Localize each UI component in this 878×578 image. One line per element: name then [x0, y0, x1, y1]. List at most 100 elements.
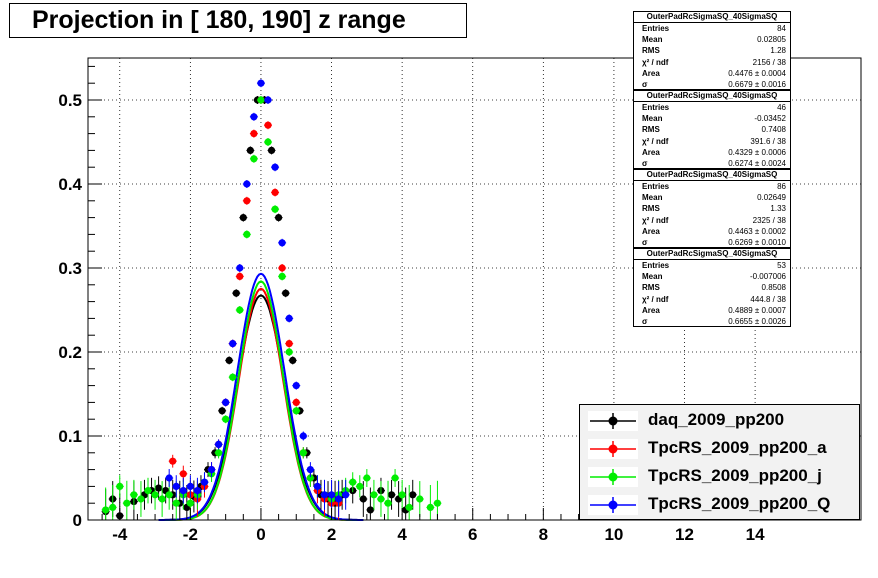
- data-point: [370, 491, 378, 499]
- data-point: [172, 482, 180, 490]
- stats-row-sigma: σ 0.6655 ± 0.0026: [634, 316, 790, 327]
- data-point: [236, 306, 244, 314]
- data-point: [116, 482, 124, 490]
- x-tick-label: 6: [468, 525, 477, 544]
- legend-marker: [588, 467, 638, 487]
- stats-value: 0.4329 ± 0.0006: [728, 147, 786, 157]
- stats-box-title: OuterPadRcSigmaSQ_40SigmaSQ: [634, 12, 790, 23]
- stats-row-chi2: χ² / ndf 391.6 / 38: [634, 136, 790, 147]
- stats-row-entries: Entries 84: [634, 23, 790, 34]
- stats-key: Area: [642, 305, 660, 315]
- data-point: [264, 121, 272, 129]
- data-point: [179, 487, 187, 495]
- stats-row-rms: RMS 0.8508: [634, 282, 790, 293]
- data-point: [306, 466, 314, 474]
- data-point: [387, 491, 396, 499]
- stats-value: 0.6679 ± 0.0016: [728, 79, 786, 89]
- data-point: [179, 470, 187, 478]
- stats-value: 2325 / 38: [752, 215, 786, 225]
- stats-value: 0.7408: [761, 125, 786, 135]
- data-point: [250, 113, 258, 121]
- data-point: [292, 407, 300, 415]
- data-point: [158, 495, 166, 503]
- legend-item: TpcRS_2009_pp200_a: [580, 435, 859, 463]
- data-point: [186, 499, 194, 507]
- data-point: [384, 499, 392, 507]
- stats-box: OuterPadRcSigmaSQ_40SigmaSQ Entries 53 Mean…: [633, 248, 791, 327]
- data-point: [433, 499, 442, 507]
- stats-key: Mean: [642, 272, 663, 282]
- stats-value: -0.03452: [754, 114, 786, 124]
- data-point: [165, 474, 173, 482]
- stats-value: 1.33: [770, 204, 786, 214]
- data-point: [405, 503, 413, 511]
- stats-value: 0.4476 ± 0.0004: [728, 68, 786, 78]
- data-point: [243, 180, 251, 188]
- y-tick-label: 0: [73, 511, 82, 530]
- data-point: [285, 340, 293, 348]
- stats-key: Mean: [642, 114, 663, 124]
- stats-row-entries: Entries 53: [634, 260, 790, 271]
- y-tick-label: 0.5: [58, 91, 82, 110]
- data-point: [214, 449, 223, 457]
- data-point: [313, 482, 322, 490]
- stats-key: χ² / ndf: [642, 215, 669, 225]
- data-point: [137, 495, 145, 503]
- stats-row-mean: Mean 0.02805: [634, 34, 790, 45]
- stats-key: RMS: [642, 125, 660, 135]
- data-point: [289, 356, 297, 364]
- legend-label: daq_2009_pp200: [648, 410, 785, 429]
- data-point: [172, 499, 180, 507]
- data-point: [165, 491, 173, 499]
- data-point: [391, 474, 399, 482]
- data-point: [359, 495, 367, 503]
- stats-row-mean: Mean -0.03452: [634, 113, 790, 124]
- data-point: [363, 474, 371, 482]
- data-point: [186, 482, 194, 490]
- stats-key: σ: [642, 237, 648, 247]
- y-tick-label: 0.2: [58, 343, 82, 362]
- legend-item: daq_2009_pp200: [580, 407, 859, 435]
- stats-row-rms: RMS 1.28: [634, 45, 790, 56]
- legend: daq_2009_pp200 TpcRS_2009_pp200_a TpcRS_20…: [579, 404, 860, 520]
- data-point: [278, 272, 286, 280]
- data-point: [229, 373, 237, 381]
- legend-label: TpcRS_2009_pp200_j: [648, 466, 822, 485]
- data-point: [327, 491, 336, 499]
- fit-curve: [158, 272, 364, 521]
- data-point: [250, 155, 258, 163]
- data-point: [278, 239, 286, 247]
- legend-marker: [588, 439, 638, 459]
- data-point: [222, 398, 230, 406]
- legend-dot: [608, 444, 618, 454]
- data-point: [377, 495, 385, 503]
- x-tick-label: -4: [112, 525, 128, 544]
- data-point: [292, 382, 300, 390]
- stats-row-area: Area 0.4329 ± 0.0006: [634, 147, 790, 158]
- stats-value: 0.02805: [757, 35, 786, 45]
- data-point: [267, 146, 276, 154]
- data-point: [257, 96, 265, 104]
- data-point: [278, 264, 286, 272]
- stats-key: χ² / ndf: [642, 57, 669, 67]
- data-point: [246, 146, 254, 154]
- stats-key: Entries: [642, 103, 670, 112]
- data-point: [320, 491, 329, 499]
- data-point: [243, 230, 251, 238]
- x-tick-label: 0: [256, 525, 265, 544]
- chart-title: Projection in [ 180, 190] z range: [9, 3, 467, 38]
- stats-row-rms: RMS 1.33: [634, 203, 790, 214]
- data-point: [306, 474, 314, 482]
- stats-value: 444.8 / 38: [750, 294, 786, 304]
- stats-value: 0.6269 ± 0.0010: [728, 237, 786, 247]
- stats-row-area: Area 0.4463 ± 0.0002: [634, 226, 790, 237]
- data-point: [264, 138, 272, 146]
- x-tick-label: 4: [397, 525, 407, 544]
- stats-key: Entries: [642, 182, 670, 191]
- stats-value: 0.4889 ± 0.0007: [728, 305, 786, 315]
- x-tick-label: 14: [746, 525, 765, 544]
- stats-key: σ: [642, 158, 648, 168]
- stats-value: 391.6 / 38: [750, 136, 786, 146]
- x-tick-label: 10: [604, 525, 623, 544]
- stats-key: σ: [642, 316, 648, 326]
